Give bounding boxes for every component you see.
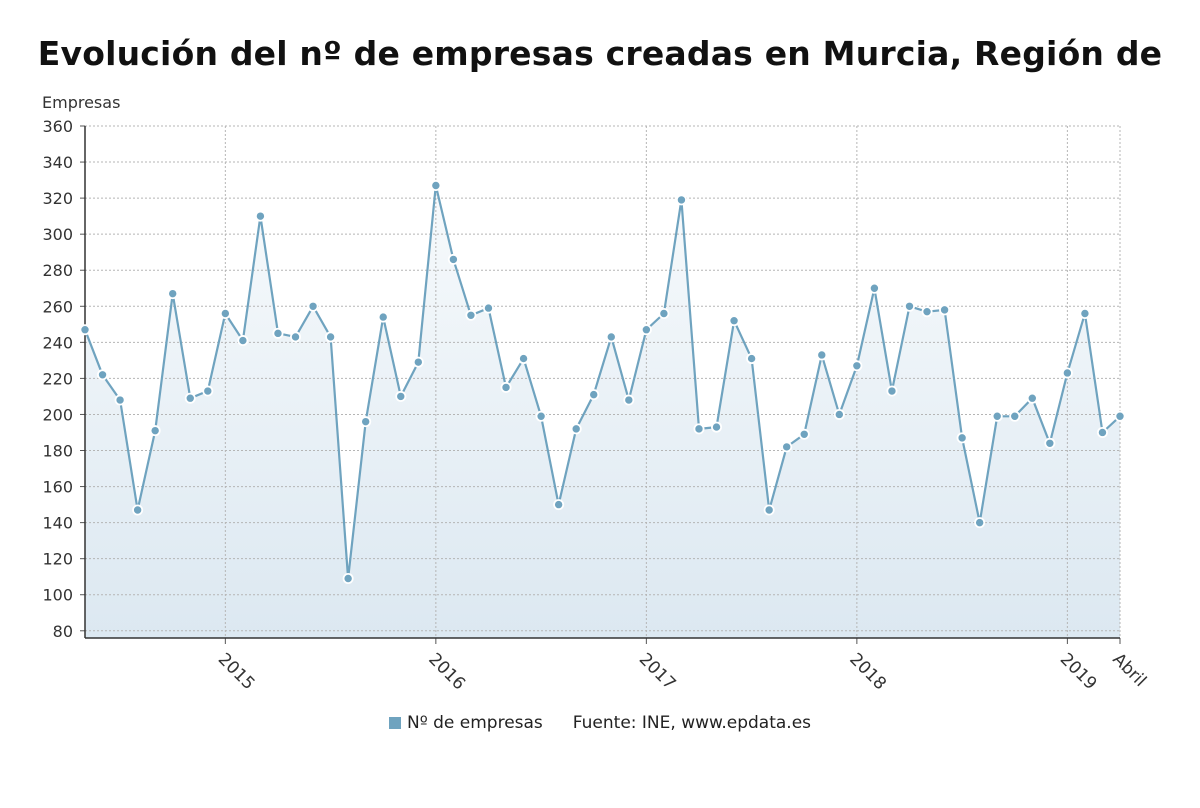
x-tick-label: Abril — [1108, 649, 1150, 691]
y-tick-label: 300 — [42, 225, 73, 244]
data-point — [272, 327, 284, 339]
data-point — [746, 353, 758, 365]
x-tick-label: 2019 — [1056, 649, 1101, 694]
data-point — [254, 210, 266, 222]
data-point — [939, 304, 951, 316]
data-point — [693, 423, 705, 435]
data-point — [1061, 367, 1073, 379]
data-point — [202, 385, 214, 397]
data-point — [1096, 426, 1108, 438]
data-point — [605, 331, 617, 343]
data-point — [1079, 307, 1091, 319]
data-point — [588, 389, 600, 401]
data-point — [640, 324, 652, 336]
data-point — [956, 432, 968, 444]
data-point — [132, 504, 144, 516]
data-point — [325, 331, 337, 343]
data-point — [360, 416, 372, 428]
y-tick-label: 240 — [42, 333, 73, 352]
y-axis-label: Empresas — [42, 93, 120, 112]
data-point — [1044, 437, 1056, 449]
data-point — [816, 349, 828, 361]
data-point — [781, 441, 793, 453]
x-tick-label: 2015 — [214, 649, 259, 694]
data-point — [290, 331, 302, 343]
data-point — [553, 499, 565, 511]
data-point — [921, 306, 933, 318]
y-tick-label: 320 — [42, 189, 73, 208]
data-point — [991, 410, 1003, 422]
legend-series-label[interactable]: Nº de empresas — [406, 713, 543, 733]
data-point — [412, 356, 424, 368]
data-point — [500, 381, 512, 393]
y-tick-label: 360 — [42, 117, 73, 136]
x-tick-label: 2017 — [635, 649, 680, 694]
data-point — [184, 392, 196, 404]
y-tick-label: 200 — [42, 405, 73, 424]
data-point — [974, 517, 986, 529]
data-point — [377, 311, 389, 323]
data-point — [465, 309, 477, 321]
chart-title: Evolución del nº de empresas creadas en … — [37, 34, 1163, 73]
data-point — [237, 335, 249, 347]
data-point — [535, 410, 547, 422]
data-point — [342, 573, 354, 585]
data-point — [482, 302, 494, 314]
y-tick-label: 220 — [42, 369, 73, 388]
data-point — [658, 307, 670, 319]
data-point — [219, 307, 231, 319]
y-tick-label: 140 — [42, 514, 73, 533]
data-point — [447, 253, 459, 265]
data-point — [307, 300, 319, 312]
data-point — [430, 179, 442, 191]
data-point — [903, 300, 915, 312]
data-point — [798, 428, 810, 440]
data-point — [623, 394, 635, 406]
y-tick-label: 80 — [53, 622, 73, 641]
data-point — [1009, 410, 1021, 422]
legend: Nº de empresas Fuente: INE, www.epdata.es — [0, 713, 1200, 733]
y-tick-label: 280 — [42, 261, 73, 280]
y-tick-label: 180 — [42, 442, 73, 461]
series-area — [85, 185, 1120, 638]
data-point — [851, 360, 863, 372]
y-tick-label: 260 — [42, 297, 73, 316]
legend-swatch — [388, 717, 401, 729]
data-point — [763, 504, 775, 516]
data-point — [167, 288, 179, 300]
y-tick-label: 100 — [42, 586, 73, 605]
data-point — [149, 425, 161, 437]
data-point — [79, 324, 91, 336]
data-point — [114, 394, 126, 406]
data-point — [1026, 392, 1038, 404]
data-point — [518, 353, 530, 365]
data-point — [868, 282, 880, 294]
data-point — [886, 385, 898, 397]
data-point — [728, 315, 740, 327]
source-label: Fuente: INE, www.epdata.es — [572, 713, 812, 733]
y-tick-label: 340 — [42, 153, 73, 172]
data-point — [395, 390, 407, 402]
data-point — [1114, 410, 1126, 422]
data-point — [570, 423, 582, 435]
y-tick-label: 120 — [42, 550, 73, 569]
data-point — [833, 408, 845, 420]
data-point — [711, 421, 723, 433]
data-point — [675, 194, 687, 206]
data-point — [97, 369, 109, 381]
x-tick-label: 2016 — [424, 649, 469, 694]
x-tick-label: 2018 — [845, 649, 890, 694]
y-tick-label: 160 — [42, 478, 73, 497]
series-line — [83, 184, 1121, 580]
